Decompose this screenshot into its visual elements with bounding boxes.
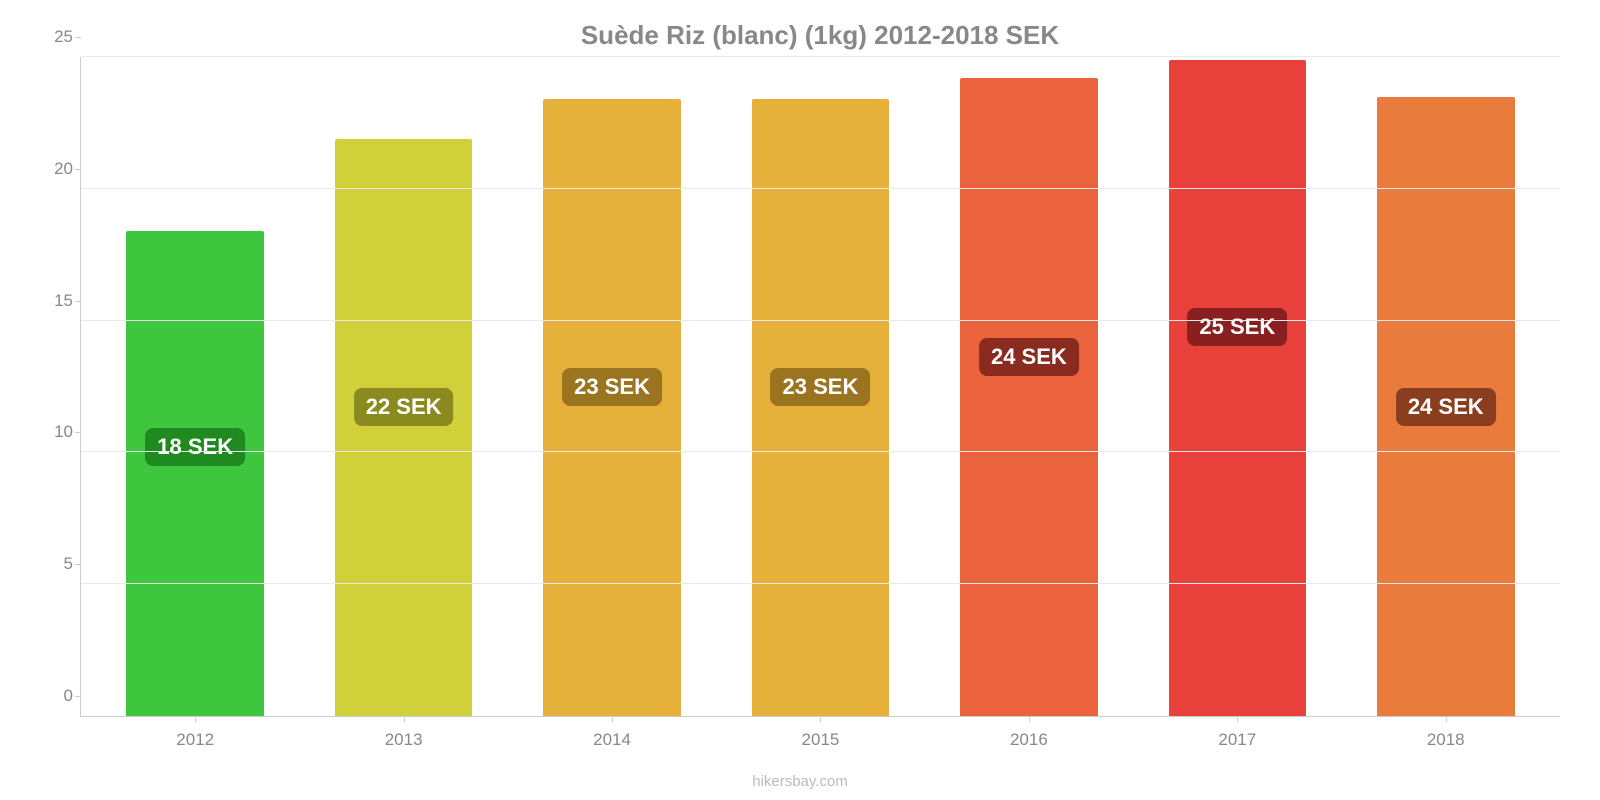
grid-line [81, 188, 1560, 189]
bar: 25 SEK [1169, 60, 1307, 716]
y-tick-label: 20 [37, 159, 73, 179]
bar-value-label: 23 SEK [562, 368, 662, 406]
bar: 24 SEK [1377, 97, 1515, 716]
watermark: hikersbay.com [752, 773, 848, 790]
y-tick-label: 25 [37, 27, 73, 47]
x-tick-label: 2017 [1218, 730, 1256, 750]
bar-value-label: 24 SEK [1396, 388, 1496, 426]
bar: 23 SEK [752, 99, 890, 716]
bar-slot: 23 SEK2015 [716, 57, 924, 716]
grid-line [81, 583, 1560, 584]
bar: 23 SEK [543, 99, 681, 716]
plot-area: 18 SEK201222 SEK201323 SEK201423 SEK2015… [80, 57, 1560, 717]
bar-value-label: 18 SEK [145, 428, 245, 466]
grid-line [81, 56, 1560, 57]
bar: 24 SEK [960, 78, 1098, 716]
grid-line [81, 451, 1560, 452]
x-tick-label: 2018 [1427, 730, 1465, 750]
bar-slot: 23 SEK2014 [508, 57, 716, 716]
bar-slot: 25 SEK2017 [1133, 57, 1341, 716]
x-tick-label: 2012 [176, 730, 214, 750]
bar-value-label: 22 SEK [354, 388, 454, 426]
chart-title: Suède Riz (blanc) (1kg) 2012-2018 SEK [80, 20, 1560, 51]
bar-slot: 24 SEK2016 [925, 57, 1133, 716]
chart-container: Suède Riz (blanc) (1kg) 2012-2018 SEK 18… [0, 0, 1600, 800]
bar-slot: 24 SEK2018 [1342, 57, 1550, 716]
bar-slot: 18 SEK2012 [91, 57, 299, 716]
x-tick-label: 2013 [385, 730, 423, 750]
bar-slot: 22 SEK2013 [299, 57, 507, 716]
bar-value-label: 24 SEK [979, 338, 1079, 376]
x-tick-label: 2016 [1010, 730, 1048, 750]
y-tick-label: 0 [37, 686, 73, 706]
bar: 18 SEK [126, 231, 264, 716]
grid-line [81, 320, 1560, 321]
x-tick-label: 2015 [802, 730, 840, 750]
bar: 22 SEK [335, 139, 473, 716]
bar-value-label: 23 SEK [771, 368, 871, 406]
y-tick-label: 15 [37, 291, 73, 311]
bars-group: 18 SEK201222 SEK201323 SEK201423 SEK2015… [81, 57, 1560, 716]
y-tick-label: 5 [37, 554, 73, 574]
y-tick-label: 10 [37, 422, 73, 442]
bar-value-label: 25 SEK [1187, 308, 1287, 346]
x-tick-label: 2014 [593, 730, 631, 750]
